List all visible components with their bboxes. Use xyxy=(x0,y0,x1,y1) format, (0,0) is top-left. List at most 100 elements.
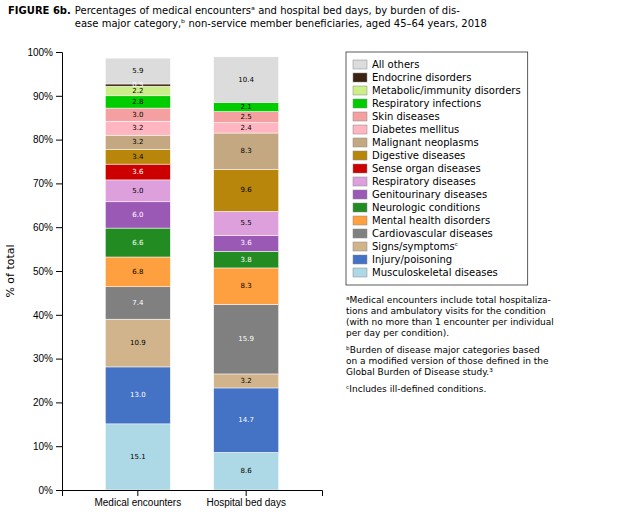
legend-swatch xyxy=(353,216,367,225)
tick-label: 100% xyxy=(27,47,53,58)
bar xyxy=(214,169,279,211)
tick: 70% xyxy=(33,178,62,189)
annotation-line: ᵇBurden of disease major categories base… xyxy=(346,345,540,355)
legend-swatch xyxy=(353,125,367,134)
bar xyxy=(214,211,279,235)
legend-label: Cardiovascular diseases xyxy=(372,228,493,239)
bar xyxy=(105,287,170,319)
legend-item: Endocrine disorders xyxy=(353,72,471,83)
legend: All othersEndocrine disordersMetabolic/i… xyxy=(346,52,528,285)
tick-mark xyxy=(56,271,62,272)
tick: 20% xyxy=(33,397,62,408)
bar xyxy=(105,257,170,287)
legend-swatch xyxy=(353,242,367,251)
data-label: 6.0 xyxy=(132,211,143,219)
bar xyxy=(105,135,170,149)
data-label: 3.2 xyxy=(132,124,143,132)
legend-label: Musculoskeletal diseases xyxy=(372,267,498,278)
legend-swatch xyxy=(353,255,367,264)
data-label: 2.5 xyxy=(241,113,252,121)
legend-item: Malignant neoplasms xyxy=(353,137,479,148)
annotation: ᵃMedical encounters include total hospit… xyxy=(346,295,554,338)
bar xyxy=(214,452,279,490)
tick-label: 30% xyxy=(33,353,53,364)
annotation-line: (with no more than 1 encounter per indiv… xyxy=(346,317,554,327)
tick-label: Hospital bed days xyxy=(206,497,286,508)
chart: FIGURE 6b. Percentages of medical encount… xyxy=(0,0,631,530)
legend-label: Sense organ diseases xyxy=(372,163,481,174)
legend-item: Injury/poisoning xyxy=(353,254,452,265)
bar xyxy=(214,102,279,111)
bar xyxy=(214,57,279,103)
subtitle-line: Percentages of medical encountersᵃ and h… xyxy=(75,5,460,16)
legend-item: Metabolic/immunity disorders xyxy=(353,85,521,96)
tick: 100% xyxy=(27,47,62,58)
data-label: 9.6 xyxy=(241,186,253,194)
bar xyxy=(214,236,279,252)
tick-mark xyxy=(246,490,247,496)
tick-mark xyxy=(56,227,62,228)
legend-label: Respiratory diseases xyxy=(372,176,476,187)
annotation-line: ᵃMedical encounters include total hospit… xyxy=(346,295,551,305)
legend-item: Genitourinary diseases xyxy=(353,189,487,200)
x-axis: Medical encounters Hospital bed days xyxy=(63,490,323,508)
bar xyxy=(214,388,279,452)
data-label: 7.4 xyxy=(132,299,144,307)
bar xyxy=(105,424,170,490)
legend-item: Diabetes mellitus xyxy=(353,124,459,135)
annotation: ᶜIncludes ill-defined conditions. xyxy=(346,384,486,394)
data-label: 0.5 xyxy=(132,81,143,89)
subtitle: Percentages of medical encountersᵃ and h… xyxy=(75,5,487,29)
legend-swatch xyxy=(353,151,367,160)
tick-mark xyxy=(56,96,62,97)
legend-item: Respiratory diseases xyxy=(353,176,476,187)
tick-mark xyxy=(56,183,62,184)
data-label: 10.9 xyxy=(130,339,146,347)
data-label: 14.7 xyxy=(238,416,254,424)
annotation-line: on a modified version of those defined i… xyxy=(346,356,549,366)
tick: 10% xyxy=(33,441,62,452)
axis-line xyxy=(63,491,323,497)
legend-item: Sense organ diseases xyxy=(353,163,481,174)
tick: Medical encounters xyxy=(94,490,181,508)
data-label: 13.0 xyxy=(130,391,146,399)
annotation-line: per day per condition). xyxy=(346,328,449,338)
legend-label: Signs/symptomsᶜ xyxy=(372,241,459,252)
tick-mark xyxy=(56,402,62,403)
tick: 40% xyxy=(33,310,62,321)
tick-label: 40% xyxy=(33,310,53,321)
legend-item: Mental health disorders xyxy=(353,215,490,226)
data-label: 3.0 xyxy=(132,111,143,119)
data-label: 3.2 xyxy=(132,138,143,146)
tick-mark xyxy=(56,315,62,316)
legend-item: Digestive diseases xyxy=(353,150,465,161)
legend-item: Neurologic conditions xyxy=(353,202,480,213)
tick-label: 20% xyxy=(33,397,53,408)
tick: Hospital bed days xyxy=(206,490,286,508)
legend-swatch xyxy=(353,229,367,238)
tick: 0% xyxy=(39,485,62,496)
annotation-line: Global Burden of Disease study.³ xyxy=(346,367,493,377)
data-label: 15.9 xyxy=(238,335,254,343)
data-label: 2.4 xyxy=(241,124,253,132)
data-label: 8.6 xyxy=(241,467,253,475)
legend-label: Skin diseases xyxy=(372,111,440,122)
legend-item: Skin diseases xyxy=(353,111,440,122)
legend-label: Metabolic/immunity disorders xyxy=(372,85,521,96)
legend-frame xyxy=(346,52,528,285)
tick: 90% xyxy=(33,91,62,102)
legend-label: Endocrine disorders xyxy=(372,72,471,83)
legend-item: Signs/symptomsᶜ xyxy=(353,241,459,252)
annotation-line: ᶜIncludes ill-defined conditions. xyxy=(346,384,486,394)
tick: 80% xyxy=(33,134,62,145)
legend-label: Malignant neoplasms xyxy=(372,137,479,148)
legend-item: Cardiovascular diseases xyxy=(353,228,493,239)
legend-swatch xyxy=(353,99,367,108)
bar xyxy=(214,251,279,268)
data-label: 6.8 xyxy=(132,268,143,276)
legend-item: Respiratory infections xyxy=(353,98,481,109)
data-label: 15.1 xyxy=(130,453,146,461)
title: FIGURE 6b. xyxy=(8,5,71,16)
bar xyxy=(105,164,170,180)
tick: 50% xyxy=(33,266,62,277)
